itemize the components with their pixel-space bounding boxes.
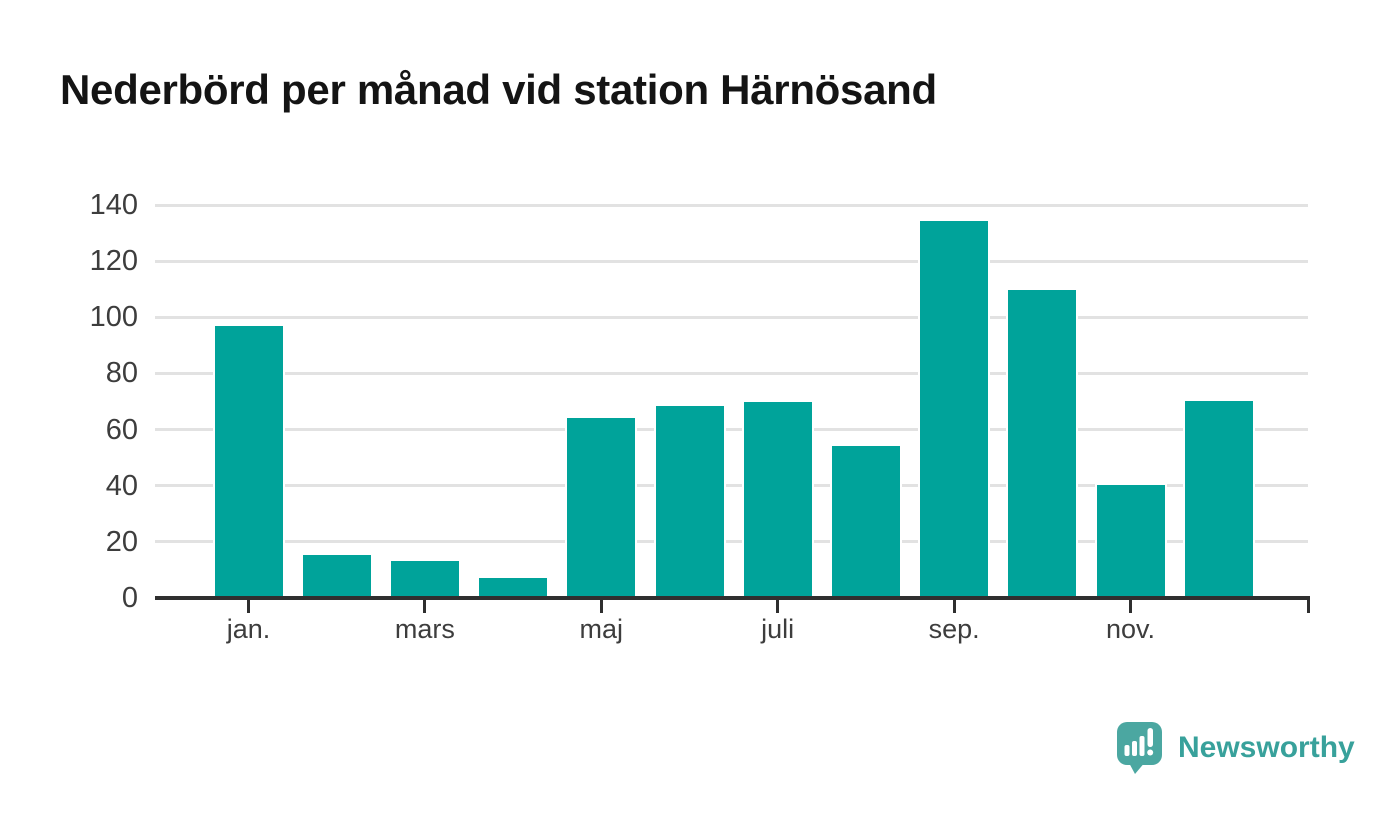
bar [477,575,550,600]
gridline [155,259,1308,263]
bar [212,324,285,600]
y-axis-tick-label: 120 [89,245,138,278]
x-axis-tick-label: mars [394,614,455,644]
bar [1182,398,1255,600]
newsworthy-logo: Newsworthy [1116,721,1355,775]
newsworthy-logo-text: Newsworthy [1178,731,1355,764]
y-axis-tick-label: 80 [105,357,138,390]
x-axis-tick-label: jan. [226,614,271,644]
x-axis-tick-label: nov. [1105,614,1156,644]
gridline [155,484,1308,488]
y-axis-tick-label: 100 [89,301,138,334]
gridline [155,315,1308,319]
y-axis-tick-label: 20 [105,525,138,558]
axis-end-tick [1307,600,1310,613]
x-axis-line [155,596,1310,600]
gridline [155,371,1308,375]
bar [829,443,902,600]
x-axis-tick [423,600,427,613]
logo-bubble-tail [1128,761,1146,774]
bar [565,415,638,600]
logo-exclamation-bar [1147,728,1153,747]
bar [388,558,461,600]
gridline [155,203,1308,207]
bar [1006,287,1079,600]
y-axis-tick-label: 0 [121,582,138,614]
logo-exclamation-dot [1147,749,1154,756]
x-axis-tick-label: juli [761,614,795,644]
y-axis-tick-label: 140 [89,189,138,221]
x-axis-tick [1129,600,1132,613]
x-axis-tick [247,600,250,613]
x-axis-tick-label: maj [579,614,624,644]
x-axis-tick [952,600,956,613]
bar [1094,482,1167,600]
x-axis-tick [776,600,780,613]
logo-mini-bar-3 [1139,736,1145,756]
x-axis-tick [599,600,603,613]
bar [653,404,726,600]
bar [918,219,991,600]
logo-mini-bar-2 [1132,741,1137,756]
y-axis-tick-label: 40 [105,469,138,502]
x-axis-tick-label: sep. [928,614,980,644]
logo-mini-bar-1 [1124,745,1130,756]
gridline [155,540,1308,544]
bar [300,553,373,600]
newsworthy-logo-icon [1117,722,1162,774]
gridline [155,428,1308,432]
y-axis-tick-label: 60 [105,413,138,446]
chart-title: Nederbörd per månad vid station Härnösan… [60,66,937,113]
bar [741,400,814,600]
